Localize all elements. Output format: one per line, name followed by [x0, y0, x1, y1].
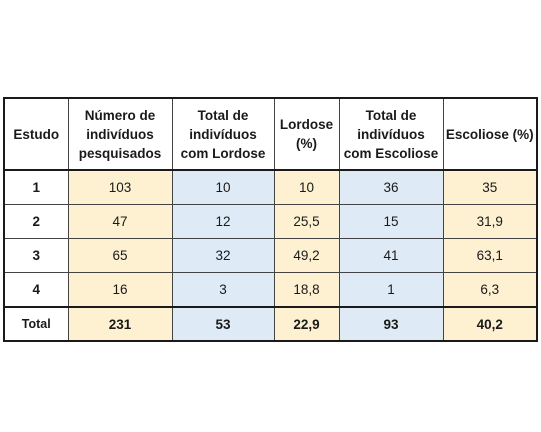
cell-lordose-pct: 10 — [273, 169, 340, 205]
cell-total-escoliose-pct: 40,2 — [442, 306, 538, 342]
cell-lordose-total: 3 — [171, 272, 275, 308]
cell-escoliose-pct: 31,9 — [442, 204, 538, 239]
header-row: Estudo Número de indivíduos pesquisados … — [3, 97, 538, 171]
cell-escoliose-pct: 35 — [442, 169, 538, 205]
table-row: 3 65 32 49,2 41 63,1 — [3, 238, 538, 273]
data-table: Estudo Número de indivíduos pesquisados … — [3, 97, 538, 342]
cell-lordose-pct: 18,8 — [273, 272, 340, 308]
cell-pesquisados: 47 — [67, 204, 173, 239]
header-numero-pesquisados: Número de indivíduos pesquisados — [67, 97, 173, 171]
cell-escoliose-total: 1 — [338, 272, 444, 308]
cell-estudo: 3 — [3, 238, 69, 273]
table-row: 4 16 3 18,8 1 6,3 — [3, 272, 538, 308]
cell-escoliose-total: 15 — [338, 204, 444, 239]
cell-escoliose-total: 41 — [338, 238, 444, 273]
header-escoliose-pct: Escoliose (%) — [442, 97, 538, 171]
cell-total-lordose-pct: 22,9 — [273, 306, 340, 342]
header-total-escoliose: Total de indivíduos com Escoliose — [338, 97, 444, 171]
cell-total-pesquisados: 231 — [67, 306, 173, 342]
cell-pesquisados: 103 — [67, 169, 173, 205]
table-row: 2 47 12 25,5 15 31,9 — [3, 204, 538, 239]
cell-total-lordose: 53 — [171, 306, 275, 342]
cell-pesquisados: 65 — [67, 238, 173, 273]
cell-lordose-pct: 25,5 — [273, 204, 340, 239]
cell-total-label: Total — [3, 306, 69, 342]
cell-lordose-total: 10 — [171, 169, 275, 205]
header-total-lordose: Total de indivíduos com Lordose — [171, 97, 275, 171]
header-lordose-pct: Lordose (%) — [273, 97, 340, 171]
cell-lordose-pct: 49,2 — [273, 238, 340, 273]
cell-escoliose-pct: 6,3 — [442, 272, 538, 308]
cell-escoliose-total: 36 — [338, 169, 444, 205]
cell-lordose-total: 32 — [171, 238, 275, 273]
cell-lordose-total: 12 — [171, 204, 275, 239]
cell-escoliose-pct: 63,1 — [442, 238, 538, 273]
cell-estudo: 2 — [3, 204, 69, 239]
total-row: Total 231 53 22,9 93 40,2 — [3, 306, 538, 342]
header-estudo: Estudo — [3, 97, 69, 171]
table-row: 1 103 10 10 36 35 — [3, 169, 538, 205]
cell-estudo: 1 — [3, 169, 69, 205]
cell-total-escoliose: 93 — [338, 306, 444, 342]
cell-pesquisados: 16 — [67, 272, 173, 308]
cell-estudo: 4 — [3, 272, 69, 308]
